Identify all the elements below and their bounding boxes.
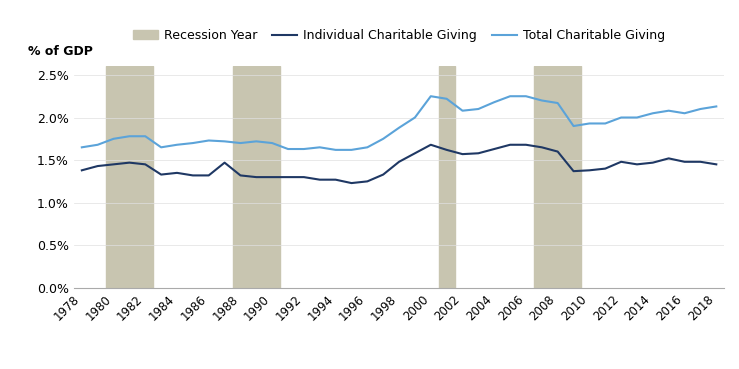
Bar [106,66,153,288]
Bar [439,66,454,288]
Text: % of GDP: % of GDP [28,45,93,58]
Bar [534,66,582,288]
Legend: Recession Year, Individual Charitable Giving, Total Charitable Giving: Recession Year, Individual Charitable Gi… [128,24,670,47]
Bar [233,66,280,288]
